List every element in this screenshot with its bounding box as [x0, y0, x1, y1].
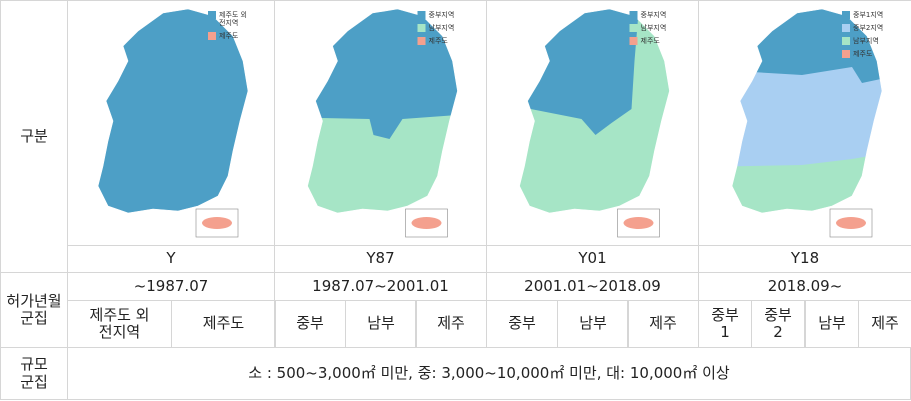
- legend-label: 중부1지역: [853, 10, 883, 19]
- text-line: 중부: [296, 314, 324, 333]
- cluster: 중부 1: [698, 300, 752, 348]
- cluster: 제주: [627, 300, 699, 348]
- legend-label: 중부지역: [429, 10, 455, 19]
- map-regions: [307, 9, 458, 213]
- text-line: 중부: [711, 305, 739, 324]
- legend-label: 제주도: [641, 37, 661, 45]
- cluster: 남부: [805, 300, 859, 348]
- era-code: Y18: [698, 245, 911, 273]
- row-header: 구분: [0, 0, 68, 273]
- legend-swatch: [417, 24, 426, 32]
- text-line: 제주: [437, 314, 465, 333]
- legend-swatch: [208, 32, 216, 40]
- cluster: 제주도 외 전지역: [67, 300, 172, 348]
- row-header: 규모 군집: [0, 347, 68, 400]
- era-code: Y87: [274, 245, 487, 273]
- era-code: Y: [67, 245, 275, 273]
- legend-label: 남부지역: [641, 23, 667, 32]
- cluster: 중부: [486, 300, 558, 348]
- legend-swatch: [842, 50, 850, 58]
- text-line: 제주도: [202, 314, 245, 333]
- cluster: 남부: [557, 300, 629, 348]
- text-line: 중부: [508, 314, 536, 333]
- map-outline: [97, 8, 249, 214]
- era-code: Y01: [486, 245, 699, 273]
- legend-swatch: [417, 37, 426, 45]
- text-line: 중부: [764, 305, 792, 324]
- map-regions: [519, 9, 670, 213]
- cluster: 중부 2: [751, 300, 805, 348]
- map-outline: [307, 8, 458, 214]
- cluster: 제주도: [171, 300, 276, 348]
- text-line: 남부: [818, 314, 846, 333]
- map-outline: [519, 8, 670, 214]
- text-line: 남부: [579, 314, 607, 333]
- text-line: 군집: [20, 372, 48, 391]
- legend-swatch: [629, 37, 638, 45]
- legend-label: 제주도: [219, 32, 239, 40]
- cluster: 제주: [415, 300, 487, 348]
- cluster: 제주: [858, 300, 911, 348]
- legend-label: 중부2지역: [853, 23, 883, 32]
- cluster: 남부: [345, 300, 417, 348]
- text-line: 군집: [20, 309, 48, 327]
- text-line: 제주: [649, 314, 677, 333]
- text-line: 규모: [20, 355, 48, 374]
- map-regions: [98, 9, 248, 213]
- era-period: 2018.09~: [698, 272, 911, 301]
- legend-swatch: [208, 11, 216, 19]
- legend-swatch: [842, 24, 850, 32]
- map-outline: [731, 8, 883, 214]
- legend-label: 제주도 외: [219, 10, 247, 19]
- legend-label: 남부지역: [853, 36, 879, 45]
- text-line: 제주도 외: [89, 305, 150, 324]
- scale-text: 소 : 500~3,000㎡ 미만, 중: 3,000~10,000㎡ 미만, …: [67, 347, 911, 400]
- text-line: 남부: [367, 314, 395, 333]
- text-line: 구분: [20, 126, 48, 145]
- row-header: 허가년월 군집: [0, 272, 68, 348]
- jeju: [411, 217, 442, 229]
- jeju: [836, 217, 866, 229]
- text-line: 허가년월: [6, 291, 62, 310]
- legend-label: 제주도: [429, 37, 449, 45]
- legend-swatch: [417, 11, 426, 19]
- legend-swatch: [629, 11, 638, 19]
- era-period: 2001.01~2018.09: [486, 272, 699, 301]
- era-period: ~1987.07: [67, 272, 275, 301]
- text-line: 제주: [871, 314, 899, 333]
- legend-swatch: [842, 11, 850, 19]
- cluster: 중부: [274, 300, 346, 348]
- text-line: 1: [720, 323, 730, 341]
- text-line: 2: [773, 323, 783, 341]
- jeju: [623, 217, 654, 229]
- jeju: [202, 217, 232, 229]
- legend-swatch: [629, 24, 638, 32]
- text-line: 전지역: [98, 323, 141, 341]
- legend-swatch: [842, 37, 850, 45]
- legend-label: 남부지역: [429, 23, 455, 32]
- legend-label: 제주도: [853, 50, 873, 58]
- legend-label: 전지역: [219, 18, 238, 27]
- era-period: 1987.07~2001.01: [274, 272, 487, 301]
- legend-label: 중부지역: [641, 10, 667, 19]
